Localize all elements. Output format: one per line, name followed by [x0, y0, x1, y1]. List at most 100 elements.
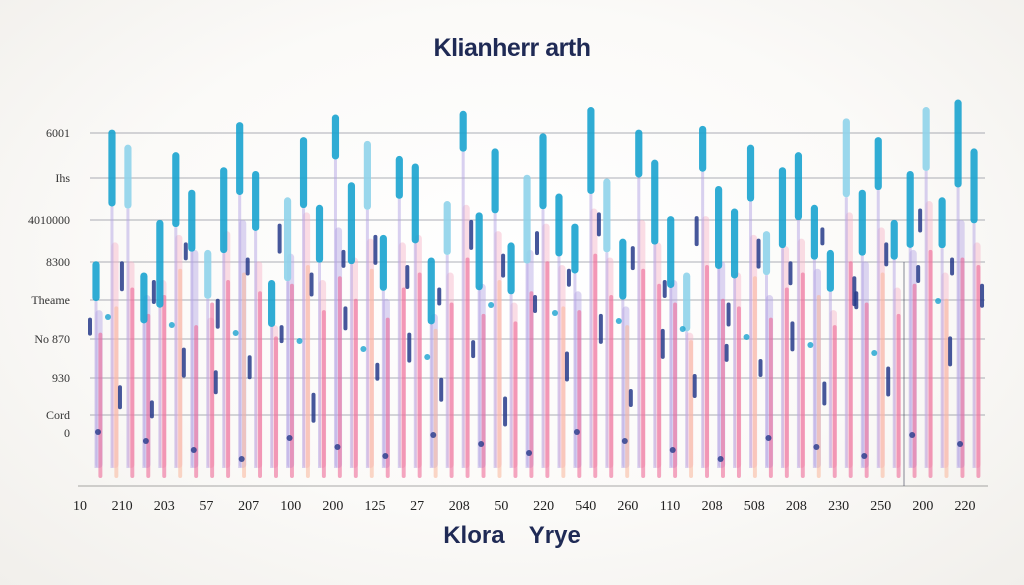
data-bar: [571, 223, 579, 274]
pink-bar: [337, 276, 342, 478]
data-bar: [283, 197, 292, 282]
pink-bar: [178, 268, 183, 478]
bar-stem: [381, 290, 385, 468]
data-bar: [651, 159, 659, 245]
bar-stem: [717, 269, 721, 468]
accent-bar: [469, 219, 474, 250]
pink-bar: [194, 325, 199, 478]
bar-stem: [286, 281, 290, 468]
data-bar: [331, 114, 340, 160]
data-bar: [156, 219, 164, 308]
bar-stem: [557, 256, 561, 468]
data-bar: [220, 167, 228, 254]
data-point: [424, 354, 431, 360]
bar-stem: [429, 324, 433, 468]
y-tick-label: No 870: [34, 332, 70, 346]
data-bar: [124, 144, 132, 209]
data-bar: [587, 107, 595, 195]
data-point: [238, 456, 245, 462]
data-bar: [715, 186, 723, 269]
data-bar: [491, 148, 499, 214]
data-bar: [794, 152, 803, 221]
pink-bar: [210, 302, 215, 478]
accent-bar: [407, 332, 412, 363]
y-tick-label: 0: [64, 426, 70, 440]
pink-bar: [784, 287, 789, 478]
x-tick-label: 208: [702, 499, 723, 514]
bar-stem: [589, 194, 593, 469]
accent-bar: [373, 234, 378, 265]
bar-stem: [190, 251, 194, 468]
x-tick-label: 10: [73, 499, 87, 514]
bar-stem: [174, 227, 178, 468]
data-bar: [507, 242, 515, 295]
pink-bar: [768, 317, 773, 478]
data-bar: [619, 238, 627, 300]
accent-bar: [886, 366, 891, 397]
x-tick-label: 110: [660, 499, 680, 514]
pink-bar: [689, 340, 694, 478]
data-point: [871, 350, 878, 356]
bar-stem: [637, 177, 641, 468]
bar-stem: [413, 243, 417, 468]
bar-stem: [765, 275, 768, 468]
x-tick-label: 203: [154, 499, 175, 514]
accent-bar: [149, 400, 154, 419]
accent-bar: [950, 257, 955, 276]
accent-bar: [724, 343, 729, 362]
accent-bar: [277, 223, 282, 254]
accent-bar: [788, 261, 793, 286]
accent-bar: [854, 291, 859, 310]
x-tick-label: 200: [322, 499, 343, 514]
bar-stem: [796, 220, 800, 468]
accent-bar: [822, 381, 827, 406]
data-point: [861, 453, 868, 459]
accent-bar: [213, 370, 218, 395]
pink-bar: [864, 302, 869, 478]
bar-stem: [669, 288, 673, 468]
pink-bar: [673, 302, 678, 478]
data-bar: [347, 182, 356, 265]
accent-bar: [758, 358, 763, 377]
bar-stem: [270, 327, 274, 468]
bar-stem: [972, 223, 976, 468]
x-tick-label: 508: [744, 499, 765, 514]
pink-bar: [561, 306, 566, 478]
data-bar: [236, 122, 244, 196]
data-point: [478, 441, 485, 447]
pink-bar: [912, 283, 917, 478]
bar-stem: [573, 273, 577, 468]
bar-stem: [525, 263, 529, 468]
chart-title: Klianherr arth: [433, 34, 591, 62]
data-bar: [890, 219, 898, 260]
accent-bar: [564, 351, 569, 382]
accent-bar: [916, 264, 921, 283]
bar-stem: [222, 253, 226, 468]
pink-bar: [130, 287, 135, 478]
accent-bar: [341, 249, 346, 268]
y-tick-label: 6001: [46, 126, 70, 140]
x-axis-title: Klora Yrye: [443, 522, 581, 549]
data-bar: [379, 234, 387, 291]
x-tick-label: 250: [870, 499, 891, 514]
accent-bar: [790, 321, 795, 352]
accent-bar: [980, 283, 985, 308]
data-bar: [395, 155, 403, 199]
data-bar: [635, 129, 643, 178]
pink-bar: [593, 253, 598, 478]
data-point: [232, 330, 239, 336]
data-bar: [603, 178, 611, 253]
accent-bar: [247, 355, 252, 380]
data-bar: [363, 140, 371, 210]
x-tick-label: 50: [494, 499, 508, 514]
data-point: [957, 441, 964, 447]
data-point: [909, 432, 916, 438]
data-bar: [938, 197, 946, 249]
bar-stem: [908, 247, 912, 468]
data-bar: [459, 110, 467, 152]
pink-bar: [98, 332, 103, 478]
data-point: [551, 310, 558, 316]
data-point: [488, 302, 495, 308]
data-point: [142, 438, 149, 444]
